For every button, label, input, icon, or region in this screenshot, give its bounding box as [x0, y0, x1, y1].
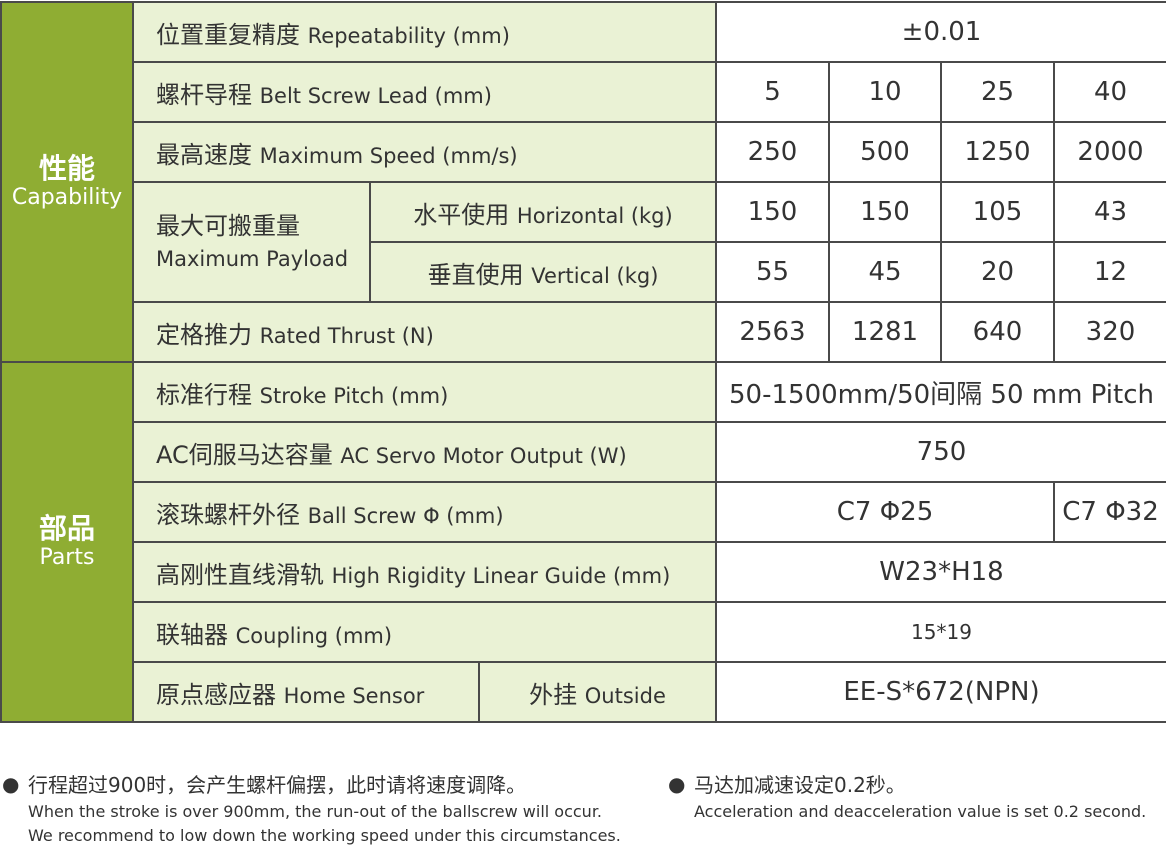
- value-coupling: 15*19: [715, 601, 1166, 663]
- bullet-icon: ●: [668, 772, 686, 796]
- value-cell: 640: [940, 301, 1055, 363]
- value-cell: 105: [940, 181, 1055, 243]
- label-guide: 高刚性直线滑轨 High Rigidity Linear Guide (mm): [132, 541, 717, 603]
- label-stroke: 标准行程 Stroke Pitch (mm): [132, 361, 717, 423]
- value-cell: 150: [715, 181, 830, 243]
- value-repeatability: ±0.01: [715, 1, 1166, 63]
- bullet-icon: ●: [2, 772, 20, 796]
- value-cell: 20: [940, 241, 1055, 303]
- label-lead: 螺杆导程 Belt Screw Lead (mm): [132, 61, 717, 123]
- value-cell: C7 Φ32: [1053, 481, 1166, 543]
- label-thrust: 定格推力 Rated Thrust (N): [132, 301, 717, 363]
- category-capability: 性能 Capability: [0, 1, 134, 363]
- row-payload-vertical: 垂直使用 Vertical (kg) 55 45 20 12: [1, 241, 1166, 303]
- row-repeatability: 性能 Capability 位置重复精度 Repeatability (mm) ±…: [0, 1, 1166, 363]
- note-acceleration: ● 马达加减速设定0.2秒。 Acceleration and deaccele…: [668, 772, 1147, 821]
- label-coupling: 联轴器 Coupling (mm): [132, 601, 717, 663]
- value-cell: 1250: [940, 121, 1055, 183]
- value-cell: 12: [1053, 241, 1166, 303]
- row-coupling: 联轴器 Coupling (mm) 15*19: [1, 601, 1166, 663]
- row-motor: AC伺服马达容量 AC Servo Motor Output (W) 750: [1, 421, 1166, 483]
- value-cell: 2563: [715, 301, 830, 363]
- value-cell: 43: [1053, 181, 1166, 243]
- row-guide: 高刚性直线滑轨 High Rigidity Linear Guide (mm) …: [1, 541, 1166, 603]
- row-payload-horizontal: 最大可搬重量 Maximum Payload 水平使用 Horizontal (k…: [1, 181, 1166, 303]
- label-horizontal: 水平使用 Horizontal (kg): [369, 181, 717, 243]
- row-stroke: 部品 Parts 标准行程 Stroke Pitch (mm) 50-1500mm…: [0, 361, 1166, 723]
- label-sensor-outside: 外挂 Outside: [478, 661, 717, 723]
- value-cell: 40: [1053, 61, 1166, 123]
- value-sensor: EE-S*672(NPN): [715, 661, 1166, 723]
- value-cell: 55: [715, 241, 830, 303]
- value-cell: C7 Φ25: [715, 481, 1055, 543]
- value-guide: W23*H18: [715, 541, 1166, 603]
- value-cell: 25: [940, 61, 1055, 123]
- label-speed: 最高速度 Maximum Speed (mm/s): [132, 121, 717, 183]
- label-motor: AC伺服马达容量 AC Servo Motor Output (W): [132, 421, 717, 483]
- note-stroke: ● 行程超过900时，会产生螺杆偏摆，此时请将速度调降。 When the st…: [2, 772, 621, 845]
- value-cell: 45: [828, 241, 942, 303]
- label-payload: 最大可搬重量 Maximum Payload: [132, 181, 371, 303]
- value-cell: 10: [828, 61, 942, 123]
- label-repeatability: 位置重复精度 Repeatability (mm): [132, 1, 717, 63]
- value-cell: 150: [828, 181, 942, 243]
- label-vertical: 垂直使用 Vertical (kg): [369, 241, 717, 303]
- label-sensor: 原点感应器 Home Sensor: [132, 661, 480, 723]
- value-cell: 500: [828, 121, 942, 183]
- row-lead: 螺杆导程 Belt Screw Lead (mm) 5 10 25 40: [1, 61, 1166, 123]
- row-ballscrew: 滚珠螺杆外径 Ball Screw Φ (mm) C7 Φ25 C7 Φ32: [1, 481, 1166, 543]
- value-motor: 750: [715, 421, 1166, 483]
- value-cell: 1281: [828, 301, 942, 363]
- row-thrust: 定格推力 Rated Thrust (N) 2563 1281 640 320: [1, 301, 1166, 363]
- value-cell: 5: [715, 61, 830, 123]
- value-cell: 2000: [1053, 121, 1166, 183]
- category-parts: 部品 Parts: [0, 361, 134, 723]
- spec-table: 性能 Capability 位置重复精度 Repeatability (mm) ±…: [0, 1, 1166, 723]
- label-ballscrew: 滚珠螺杆外径 Ball Screw Φ (mm): [132, 481, 717, 543]
- value-stroke: 50-1500mm/50间隔 50 mm Pitch: [715, 361, 1166, 423]
- row-sensor: 原点感应器 Home Sensor 外挂 Outside EE-S*672(NP…: [1, 661, 1166, 723]
- value-cell: 320: [1053, 301, 1166, 363]
- value-cell: 250: [715, 121, 830, 183]
- row-speed: 最高速度 Maximum Speed (mm/s) 250 500 1250 2…: [1, 121, 1166, 183]
